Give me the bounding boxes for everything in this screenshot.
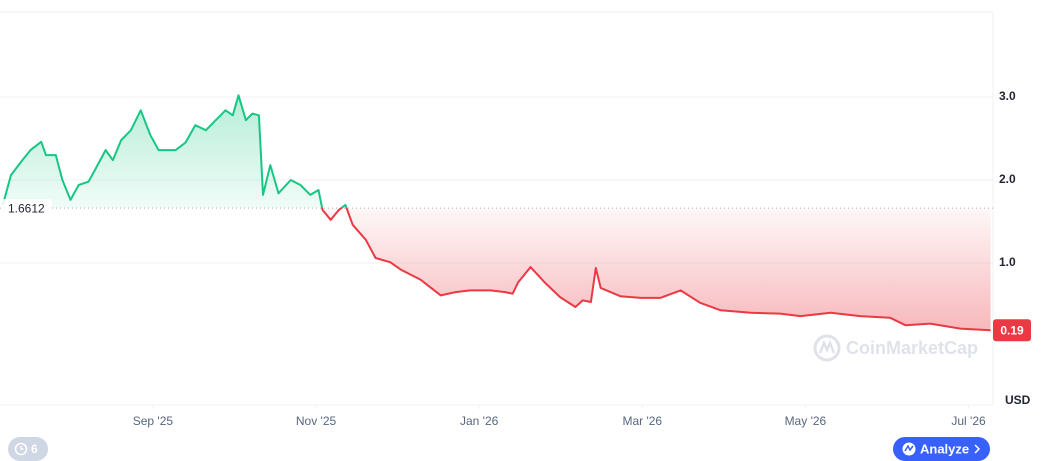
current-price-tag: [993, 319, 1031, 342]
price-line: [1, 94, 991, 332]
y-tick-label: 2.0: [999, 172, 1016, 186]
x-tick-label: Jul '26: [951, 414, 986, 428]
y-tick-label: 3.0: [999, 89, 1016, 103]
current-price: 0.19: [1000, 323, 1024, 337]
area: [2, 95, 991, 331]
x-tick-label: Sep '25: [133, 414, 174, 428]
x-tick-label: Mar '26: [622, 414, 662, 428]
x-tick-label: Jan '26: [460, 414, 499, 428]
history-button[interactable]: 6: [8, 437, 48, 461]
analyze-label: Analyze: [920, 441, 969, 456]
x-tick-label: Nov '25: [296, 414, 337, 428]
watermark-text: CoinMarketCap: [846, 338, 978, 358]
watermark: CoinMarketCap: [813, 334, 978, 362]
y-tick-label: 1.0: [999, 255, 1016, 269]
y-unit: USD: [1005, 393, 1031, 407]
history-count: 6: [31, 442, 38, 456]
baseline-label-bg: [2, 199, 52, 218]
x-tick-label: May '26: [785, 414, 827, 428]
baseline-label: 1.6612: [8, 201, 45, 215]
analyze-button[interactable]: Analyze: [893, 437, 990, 461]
